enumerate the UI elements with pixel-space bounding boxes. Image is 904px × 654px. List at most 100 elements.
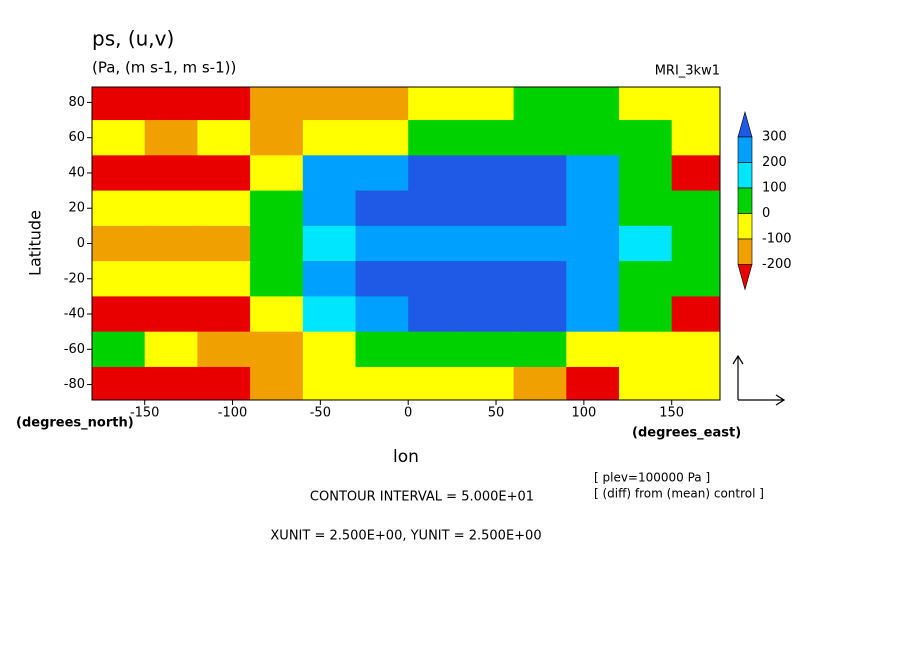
field-cell (460, 225, 515, 262)
field-cell (513, 190, 567, 227)
field-cell (513, 120, 567, 156)
field-cell (197, 155, 251, 192)
colorbar-cell (737, 213, 753, 240)
y-axis-label: Latitude (26, 210, 45, 276)
chart-subtitle: (Pa, (m s-1, m s-1)) (92, 59, 236, 77)
colorbar-label: 100 (762, 181, 787, 196)
colorbar-cell (737, 110, 753, 138)
field-cell (566, 225, 620, 262)
field-cell (355, 155, 409, 192)
colorbar-label: 300 (762, 130, 787, 145)
field-cell (250, 120, 304, 156)
field-cell (144, 331, 198, 368)
field-cell (144, 120, 198, 156)
field-cell (302, 155, 356, 192)
field-cell (566, 261, 620, 297)
field-cell (566, 155, 620, 192)
field-cell (408, 331, 462, 368)
field-cell (250, 190, 304, 227)
field-cell (460, 296, 515, 333)
field-cell (355, 87, 409, 121)
colorbar-cell (737, 162, 753, 189)
field-cell (250, 155, 304, 192)
field-cell (302, 366, 356, 401)
note: XUNIT = 2.500E+00, YUNIT = 2.500E+00 (270, 529, 541, 544)
field-cell (144, 261, 198, 297)
info: [ plev=100000 Pa ] (594, 471, 710, 485)
field-cell (671, 296, 721, 333)
colorbar-cell (737, 264, 753, 291)
field-cell (671, 155, 721, 192)
y-tick-label: 60 (68, 130, 85, 145)
field-cell (618, 120, 673, 156)
field-cell (513, 296, 567, 333)
field-cell (197, 87, 251, 121)
field-cell (618, 366, 673, 401)
axes: -150 -100 -50 0 50 100 150 80 60 40 20 0 -20 -40 -60 -8… (64, 86, 721, 421)
field-cell (513, 331, 567, 368)
y-tick-label: -40 (64, 307, 85, 322)
field-cell (250, 366, 304, 401)
field-cell (618, 190, 673, 227)
field-cell (302, 296, 356, 333)
field-cell (355, 331, 409, 368)
y-tick-label: 80 (68, 95, 85, 110)
field-cell (302, 225, 356, 262)
x-axis-label: lon (393, 447, 419, 467)
chart-title: ps, (u,v) (92, 27, 174, 51)
field-cell (618, 155, 673, 192)
field-cell (197, 261, 251, 297)
field-cell (355, 120, 409, 156)
x-tick-label: 100 (571, 406, 596, 421)
info: [ (diff) from (mean) control ] (594, 487, 764, 501)
field-cell (460, 331, 515, 368)
field-cell (671, 190, 721, 227)
field-cell (355, 366, 409, 401)
field-cell (250, 261, 304, 297)
field-cell (250, 225, 304, 262)
y-tick-label: 40 (68, 165, 85, 180)
field-cell (144, 190, 198, 227)
field-cell (618, 261, 673, 297)
field-cell (92, 366, 146, 401)
field-cell (671, 225, 721, 262)
field-cell (144, 296, 198, 333)
y-tick-label: 0 (77, 236, 85, 251)
field-cell (250, 296, 304, 333)
field-cell (92, 155, 146, 192)
field-cell (408, 87, 462, 121)
field-cell (408, 225, 462, 262)
field-cell (250, 331, 304, 368)
y-unit: (degrees_north) (16, 416, 134, 431)
field-cell (566, 296, 620, 333)
field-cell (197, 120, 251, 156)
field-cell (513, 87, 567, 121)
field-cell (671, 331, 721, 368)
field (92, 87, 721, 401)
field-cell (513, 261, 567, 297)
colorbar-label: -200 (762, 257, 792, 272)
colorbar-cell (737, 187, 753, 214)
x-tick-label: -50 (310, 406, 331, 421)
note: CONTOUR INTERVAL = 5.000E+01 (310, 490, 534, 505)
x-unit: (degrees_east) (632, 426, 741, 441)
field-cell (92, 296, 146, 333)
x-tick-label: -100 (218, 406, 248, 421)
field-cell (566, 120, 620, 156)
field-cell (250, 87, 304, 121)
field-cell (302, 331, 356, 368)
field-cell (302, 261, 356, 297)
field-cell (460, 87, 515, 121)
model-name: MRI_3kw1 (655, 64, 720, 79)
field-cell (460, 155, 515, 192)
field-cell (618, 225, 673, 262)
field-cell (408, 155, 462, 192)
field-cell (566, 190, 620, 227)
y-tick-label: -60 (64, 342, 85, 357)
x-tick-label: 0 (404, 406, 412, 421)
field-cell (408, 120, 462, 156)
field-cell (302, 87, 356, 121)
field-cell (408, 261, 462, 297)
colorbar-label: 0 (762, 206, 770, 221)
